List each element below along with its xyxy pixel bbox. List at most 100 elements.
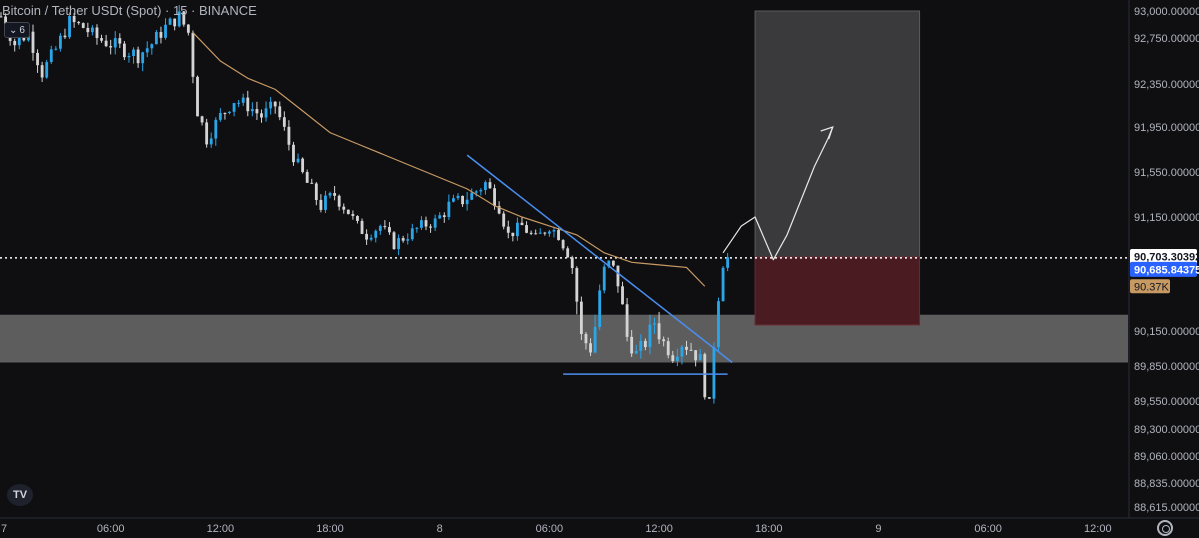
candle-body <box>90 27 94 33</box>
candle-body <box>182 11 186 25</box>
candle-body <box>456 195 460 199</box>
moving-average-line <box>192 32 706 287</box>
candle-body <box>72 15 76 23</box>
time-tick-label: 12:00 <box>645 523 673 535</box>
price-tick-label: 92,350.00000 <box>1134 79 1199 91</box>
price-tick-label: 91,950.00000 <box>1134 122 1199 134</box>
candle-body <box>287 126 291 145</box>
candle-body <box>420 220 423 228</box>
tradingview-logo-icon[interactable]: TV <box>7 484 33 506</box>
candle-body <box>132 49 135 57</box>
candle-body <box>726 257 730 268</box>
candle-body <box>196 76 199 117</box>
candle-body <box>502 213 506 227</box>
candle-body <box>0 16 3 18</box>
time-tick-label: 9 <box>875 523 881 535</box>
indicators-toggle[interactable]: ⌄ 6 <box>4 22 30 38</box>
candle-body <box>698 354 702 361</box>
candle-body <box>113 38 117 48</box>
candle-body <box>319 199 323 210</box>
candle-body <box>598 290 602 328</box>
candle-body <box>721 267 725 302</box>
descending-trendline <box>466 154 733 364</box>
chart-title: Bitcoin / Tether USDt (Spot) · 15 · BINA… <box>2 3 257 18</box>
price-tick-label: 89,300.00000 <box>1134 424 1199 436</box>
candle-body <box>639 340 643 352</box>
current-price-tag: 90,685.84375 <box>1134 264 1199 276</box>
candle-body <box>54 48 58 50</box>
candle-body <box>593 327 597 353</box>
candle-body <box>191 32 195 77</box>
candle-body <box>534 233 538 235</box>
candle-body <box>497 206 501 214</box>
candle-body <box>694 350 698 361</box>
candle-body <box>36 52 39 66</box>
ma-value-tag-bg <box>1130 279 1170 294</box>
candle-body <box>415 227 419 229</box>
candle-body <box>177 11 181 27</box>
candle-body <box>145 48 149 53</box>
candle-body <box>634 351 638 354</box>
candle-body <box>228 111 231 113</box>
candle-body <box>337 195 341 207</box>
candle-body <box>255 109 259 114</box>
candle-body <box>474 191 478 193</box>
high-marker-tag-bg <box>1130 249 1197 264</box>
candle-body <box>81 23 85 28</box>
candle-body <box>493 188 496 207</box>
candle-body <box>86 27 90 33</box>
candle-body <box>625 304 629 337</box>
time-tick-label: 06:00 <box>536 523 564 535</box>
price-tick-label: 89,550.00000 <box>1134 396 1199 408</box>
candle-body <box>49 49 53 63</box>
candle-body <box>611 260 615 266</box>
candle-body <box>525 225 528 233</box>
time-tick-label: 18:00 <box>755 523 783 535</box>
candle-body <box>200 116 204 123</box>
price-tick-label: 92,750.00000 <box>1134 33 1199 45</box>
candle-body <box>77 22 81 24</box>
candle-body <box>173 18 177 27</box>
candle-body <box>392 232 396 250</box>
candle-body <box>273 101 277 107</box>
gear-icon[interactable] <box>1157 520 1173 536</box>
indicator-count: 6 <box>19 24 25 36</box>
candle-body <box>301 158 305 173</box>
candle-body <box>538 232 542 234</box>
chevron-down-icon: ⌄ <box>9 24 18 36</box>
candle-body <box>488 182 492 189</box>
candle-body <box>45 62 49 78</box>
candle-body <box>552 230 556 232</box>
candle-body <box>136 49 140 64</box>
candle-body <box>100 38 103 41</box>
candle-body <box>438 215 442 219</box>
candle-body <box>296 158 300 163</box>
support-zone <box>0 314 1128 363</box>
candle-body <box>648 324 652 348</box>
time-tick-label: 12:00 <box>207 523 235 535</box>
candle-body <box>666 341 670 356</box>
candle-body <box>269 101 273 109</box>
candle-body <box>218 112 222 120</box>
candle-body <box>127 56 131 58</box>
candle-body <box>282 117 286 127</box>
candle-body <box>314 183 318 200</box>
price-tick-label: 91,550.00000 <box>1134 167 1199 179</box>
high-marker-tag: 90,703.30392 <box>1134 252 1199 264</box>
candle-body <box>305 172 309 183</box>
candle-body <box>205 122 209 145</box>
candle-body <box>675 356 679 362</box>
projection-path <box>722 126 834 261</box>
candle-body <box>58 35 62 49</box>
candle-body <box>712 347 716 399</box>
candle-body <box>707 397 711 399</box>
candle-body <box>360 220 364 234</box>
candle-body <box>109 46 113 48</box>
candle-body <box>397 238 401 250</box>
candle-body <box>557 230 560 241</box>
candle-body <box>653 323 656 325</box>
price-tick-label: 91,150.00000 <box>1134 212 1199 224</box>
candle-body <box>159 32 163 38</box>
